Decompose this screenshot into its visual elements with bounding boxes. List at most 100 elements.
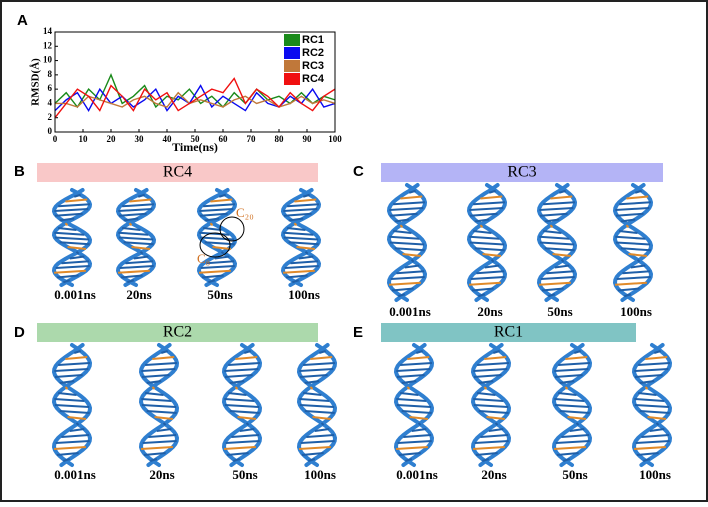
base-pair [212,246,231,250]
panel-title: RC1 [494,324,523,341]
base-pair [396,404,432,408]
y-tick-label: 10 [43,55,53,65]
base-pair [630,264,646,269]
x-tick-label: 50 [191,134,201,144]
base-pair [558,392,577,396]
base-pair [617,287,640,292]
base-pair [54,231,85,236]
backbone [138,343,180,467]
base-pair [400,195,423,200]
base-pair [223,446,256,450]
base-pair [283,236,319,241]
base-pair [655,422,660,426]
base-pair [199,231,230,236]
base-pair [229,380,245,384]
panel-title-bar [37,163,318,182]
base-pair [118,231,149,236]
base-pair [396,374,425,378]
base-pair [473,398,504,402]
base-pair [141,398,172,402]
base-pair [388,281,421,286]
base-pair [214,255,230,260]
base-pair [479,224,484,228]
panel-title-bar [37,323,318,342]
base-pair [624,293,632,298]
base-pair [389,241,425,246]
base-pair [554,368,589,372]
base-pair [131,246,150,250]
base-pair [408,189,416,194]
time-label: 20ns [149,467,174,482]
base-pair [129,198,152,203]
legend-label: RC3 [302,60,324,72]
base-pair [208,279,216,284]
base-pair [484,264,500,269]
base-pair [58,392,77,396]
base-pair [64,386,69,390]
base-pair [133,255,149,260]
base-pair [55,265,90,269]
base-pair [394,247,425,252]
structure [551,343,593,467]
base-pair [224,398,255,402]
structure [51,343,93,467]
base-pair [639,380,655,384]
base-pair [389,212,418,217]
base-pair [54,398,85,402]
base-pair [473,201,506,206]
y-tick-label: 2 [48,112,53,122]
base-pair [63,458,71,462]
base-pair [122,227,141,231]
x-tick-label: 20 [107,134,117,144]
base-pair [480,195,503,200]
base-pair [539,212,568,217]
base-pair [299,374,328,378]
base-pair [58,362,91,366]
base-pair [553,446,586,450]
base-pair [417,422,422,426]
base-pair [638,392,657,396]
base-pair [478,380,494,384]
base-pair [56,274,79,279]
base-pair [54,368,89,372]
base-pair [146,410,177,414]
base-pair [203,203,236,208]
base-pair [225,440,260,444]
structure [466,183,508,302]
base-pair [475,452,498,456]
y-tick-label: 0 [48,126,53,136]
base-pair [283,208,318,212]
base-pair [119,265,154,269]
base-pair [644,386,649,390]
time-label: 20ns [477,304,502,319]
base-pair [65,198,88,203]
base-pair [625,224,630,228]
base-pair [575,422,580,426]
base-pair [283,212,312,217]
base-pair [288,217,304,222]
panel-title: RC4 [163,164,192,181]
base-pair [483,386,488,390]
legend-swatch [284,73,300,85]
legend-label: RC4 [302,73,325,85]
base-pair [54,212,83,217]
base-pair [123,217,139,222]
base-pair [539,241,575,246]
base-pair [200,265,235,269]
base-pair [228,362,261,366]
base-pair [294,198,317,203]
x-tick-label: 30 [135,134,145,144]
base-pair [296,246,315,250]
base-pair [543,201,576,206]
base-pair [619,230,638,234]
base-pair [560,259,565,263]
series-line [54,73,336,109]
backbone [296,343,338,467]
panel-label: E [353,324,363,341]
base-pair [400,392,419,396]
base-pair [65,356,88,360]
base-pair [615,241,651,246]
base-pair [561,434,590,438]
base-pair [226,452,249,456]
